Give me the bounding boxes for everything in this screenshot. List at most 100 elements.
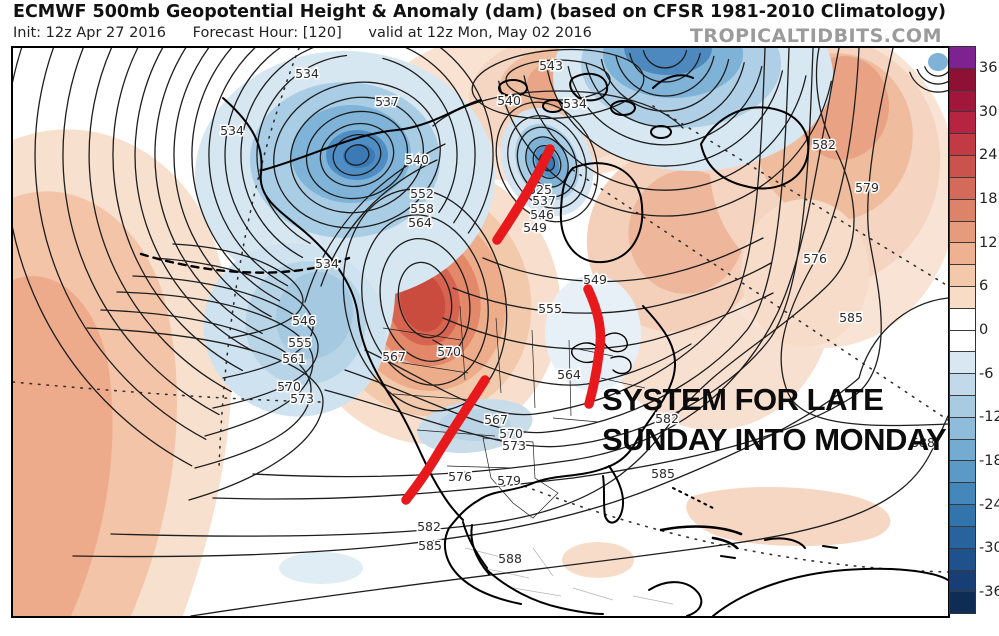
height-contour-arc	[916, 68, 948, 85]
colorbar-cell	[950, 156, 975, 178]
colorbar-tick: 0	[979, 322, 989, 338]
red-annotation-arc-2	[583, 284, 606, 409]
map-title: ECMWF 500mb Geopotential Height & Anomal…	[13, 2, 947, 22]
contour-label: 576	[448, 469, 472, 484]
height-contour-arc	[88, 48, 232, 393]
contour-label: 549	[583, 272, 607, 287]
init-info: Init: 12z Apr 27 2016 Forecast Hour: [12…	[13, 25, 993, 41]
valid-time: valid at 12z Mon, May 02 2016	[368, 25, 592, 41]
contour-label: 570	[277, 379, 301, 394]
height-contour-arc	[240, 48, 315, 259]
init-time: Init: 12z Apr 27 2016	[13, 25, 167, 41]
contour-label: 540	[497, 93, 521, 108]
colorbar-cell	[950, 177, 975, 200]
contour-label: 552	[410, 186, 434, 201]
colorbar-tick: 24	[979, 147, 998, 164]
contour-label: 585	[651, 466, 675, 481]
colorbar-tick: 30	[979, 103, 998, 120]
colorbar-cell	[950, 417, 975, 440]
colorbar-cell	[950, 396, 975, 418]
contour-label: 567	[484, 412, 508, 427]
weather-map: 534 543 537 540 534 534 540 582 579 552 558 564 525 5…	[11, 46, 950, 618]
red-annotation-arc-1	[492, 144, 555, 245]
colorbar-cell	[950, 243, 975, 266]
height-contour-arc	[498, 80, 832, 217]
colorbar-cell	[950, 483, 975, 506]
contour-label: 588	[911, 435, 935, 450]
contour-label: 570	[499, 426, 523, 441]
height-contour-arc	[256, 54, 348, 244]
height-contour-arc	[34, 48, 207, 440]
colorbar-tick: -36	[979, 584, 999, 601]
contour-label: 558	[410, 201, 434, 216]
colorbar-tick-labels: 36 30 24 18 12 6 0 -6 -12 -18 -24 -30 -36	[979, 46, 999, 614]
contour-label: 570	[437, 344, 461, 359]
colorbar-tick: 6	[979, 278, 989, 295]
contour-label: 567	[382, 349, 406, 364]
height-contour-arc	[208, 48, 289, 287]
contour-label: 534	[220, 123, 244, 138]
height-contour-arc	[546, 70, 784, 167]
height-contour-arc	[224, 48, 296, 273]
colorbar-tick: -6	[979, 365, 994, 382]
contour-label: 588	[498, 551, 522, 566]
contour-label: 534	[563, 96, 587, 111]
colorbar-cell	[950, 90, 975, 113]
colorbar-cell	[950, 265, 975, 287]
coastlines	[139, 72, 948, 616]
contour-label: 582	[417, 519, 441, 534]
annotation-marks	[401, 144, 606, 505]
height-contour-arc	[600, 58, 730, 112]
colorbar-cell	[950, 439, 975, 462]
colorbar-cell	[950, 47, 975, 69]
contour-label: 534	[295, 66, 319, 81]
contour-label: 546	[292, 313, 316, 328]
height-contour-arc	[567, 65, 763, 146]
contour-label: 534	[315, 256, 339, 271]
contour-label: 585	[418, 538, 442, 553]
height-contour-arc	[629, 52, 701, 83]
colorbar-cell	[950, 68, 975, 91]
colorbar-cell	[950, 570, 975, 593]
colorbar-tick: -30	[979, 540, 999, 557]
height-contour-arc	[405, 48, 476, 224]
height-contour-arc	[191, 48, 281, 302]
colorbar-cell	[950, 374, 975, 396]
contour-label: 585	[839, 310, 863, 325]
colorbar-tick: -18	[979, 453, 999, 470]
colorbar-cell	[950, 286, 975, 309]
contour-label: 537	[375, 94, 399, 109]
contour-label: 573	[290, 391, 314, 406]
colorbar-cell	[950, 134, 975, 157]
contour-label: 582	[812, 137, 836, 152]
contour-label: 540	[405, 152, 429, 167]
annotation-text-line2: SUNDAY INTO MONDAY	[602, 422, 947, 457]
colorbar-cell	[950, 505, 975, 527]
colorbar-tick: 12	[979, 234, 998, 251]
colorbar-tick: -12	[979, 409, 999, 426]
colorbar-cell	[950, 548, 975, 571]
colorbar	[949, 46, 976, 614]
contour-label: 555	[538, 301, 562, 316]
height-contour-arc	[642, 49, 688, 69]
contour-label: 582	[655, 411, 679, 426]
colorbar-cell	[950, 592, 975, 614]
height-contour-arc	[154, 48, 263, 335]
height-contour-arc	[924, 66, 948, 77]
height-contour-arc	[13, 48, 193, 467]
contour-label: 573	[502, 438, 526, 453]
colorbar-cell	[950, 352, 975, 375]
colorbar-cell	[950, 330, 975, 353]
contour-label: 564	[408, 215, 432, 230]
annotation-text-line1: SYSTEM FOR LATE	[602, 382, 883, 417]
contour-label: 576	[803, 251, 827, 266]
colorbar-cell	[950, 461, 975, 484]
watermark: TROPICALTIDBITS.COM	[689, 25, 942, 47]
height-contour-arc	[909, 71, 948, 93]
height-contour-arc	[62, 48, 220, 416]
height-contour-arc	[382, 57, 458, 214]
contour-label: 579	[497, 473, 521, 488]
height-contour-arc	[615, 55, 715, 97]
